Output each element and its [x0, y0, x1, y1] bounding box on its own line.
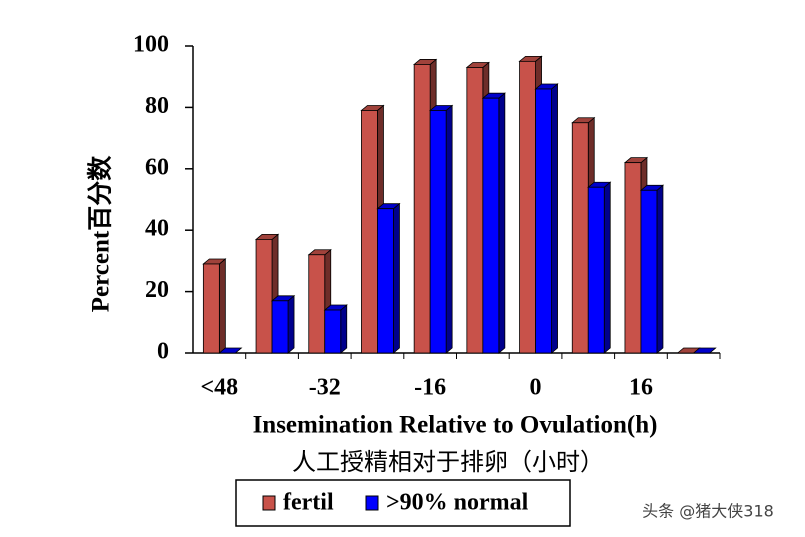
legend-label: >90% normal: [386, 490, 529, 516]
bar: [587, 186, 605, 354]
bar-side: [656, 184, 664, 354]
bar: [324, 309, 342, 354]
y-axis-title: Percent百分数: [87, 155, 115, 312]
y-tick-label: 20: [145, 277, 169, 303]
bar: [624, 162, 642, 354]
bar-side: [445, 104, 453, 354]
bar: [202, 263, 220, 354]
y-tick-label: 60: [145, 154, 169, 180]
bar: [255, 239, 273, 354]
x-tick-label: -32: [309, 375, 341, 401]
bar: [571, 122, 589, 354]
legend-swatch: [262, 495, 276, 511]
bar-side: [393, 202, 400, 354]
bar: [413, 64, 431, 354]
bar: [271, 300, 289, 354]
x-tick-label: -16: [414, 375, 446, 401]
bar: [377, 208, 394, 354]
bar-side: [498, 92, 506, 354]
bar-top: [692, 347, 717, 354]
y-tick-label: 100: [133, 32, 169, 58]
x-axis-title: Insemination Relative to Ovulation(h): [253, 412, 658, 439]
y-tick-label: 0: [157, 339, 169, 365]
x-tick-label: 16: [629, 375, 653, 401]
bar-side: [287, 294, 295, 354]
watermark: 头条 @猪大侠318: [642, 502, 774, 521]
bar: [466, 67, 484, 354]
bar: [308, 254, 326, 354]
x-tick-label: <48: [201, 375, 239, 401]
legend-label: fertil: [283, 490, 334, 516]
bar: [519, 60, 536, 354]
legend-box: [235, 479, 571, 527]
y-tick-label: 80: [145, 93, 169, 119]
bar-side: [551, 83, 558, 354]
x-axis-title-cn: 人工授精相对于排卵（小时）: [292, 448, 604, 476]
bar: [640, 189, 658, 354]
legend-swatch: [365, 495, 379, 511]
bar: [482, 97, 500, 354]
y-tick-label: 40: [145, 216, 169, 242]
x-tick-label: 0: [530, 375, 542, 401]
bar-side: [218, 258, 226, 354]
bar: [535, 88, 552, 354]
bar-side: [340, 304, 348, 354]
bar: [429, 110, 447, 354]
bar-top: [218, 347, 243, 354]
bar: [361, 110, 378, 354]
bar-side: [603, 181, 611, 354]
